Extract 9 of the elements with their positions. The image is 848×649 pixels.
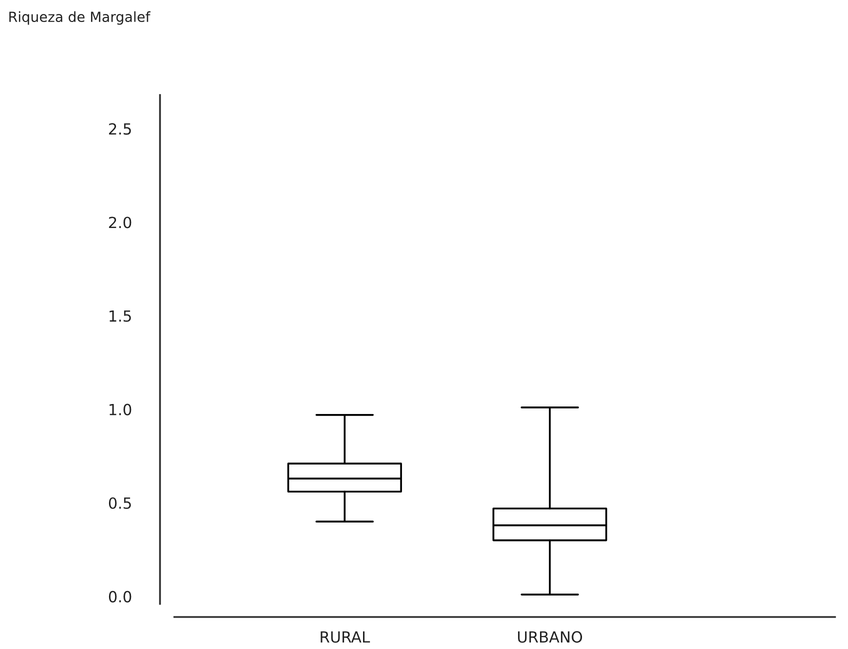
y-tick-label: 1.0: [110, 404, 132, 416]
y-tick-label: 0.0: [108, 590, 132, 602]
y-tick-label: 1.5: [110, 310, 131, 322]
text: Riqueza de Margalef: [9, 11, 151, 25]
y-tick-label: 2.5: [109, 123, 131, 135]
x-tick-label: RURAL: [320, 631, 370, 643]
x-tick-label: URBANO: [518, 631, 582, 643]
y-tick-label: 2.0: [109, 216, 132, 228]
y-tick-label: 0.5: [108, 497, 131, 509]
